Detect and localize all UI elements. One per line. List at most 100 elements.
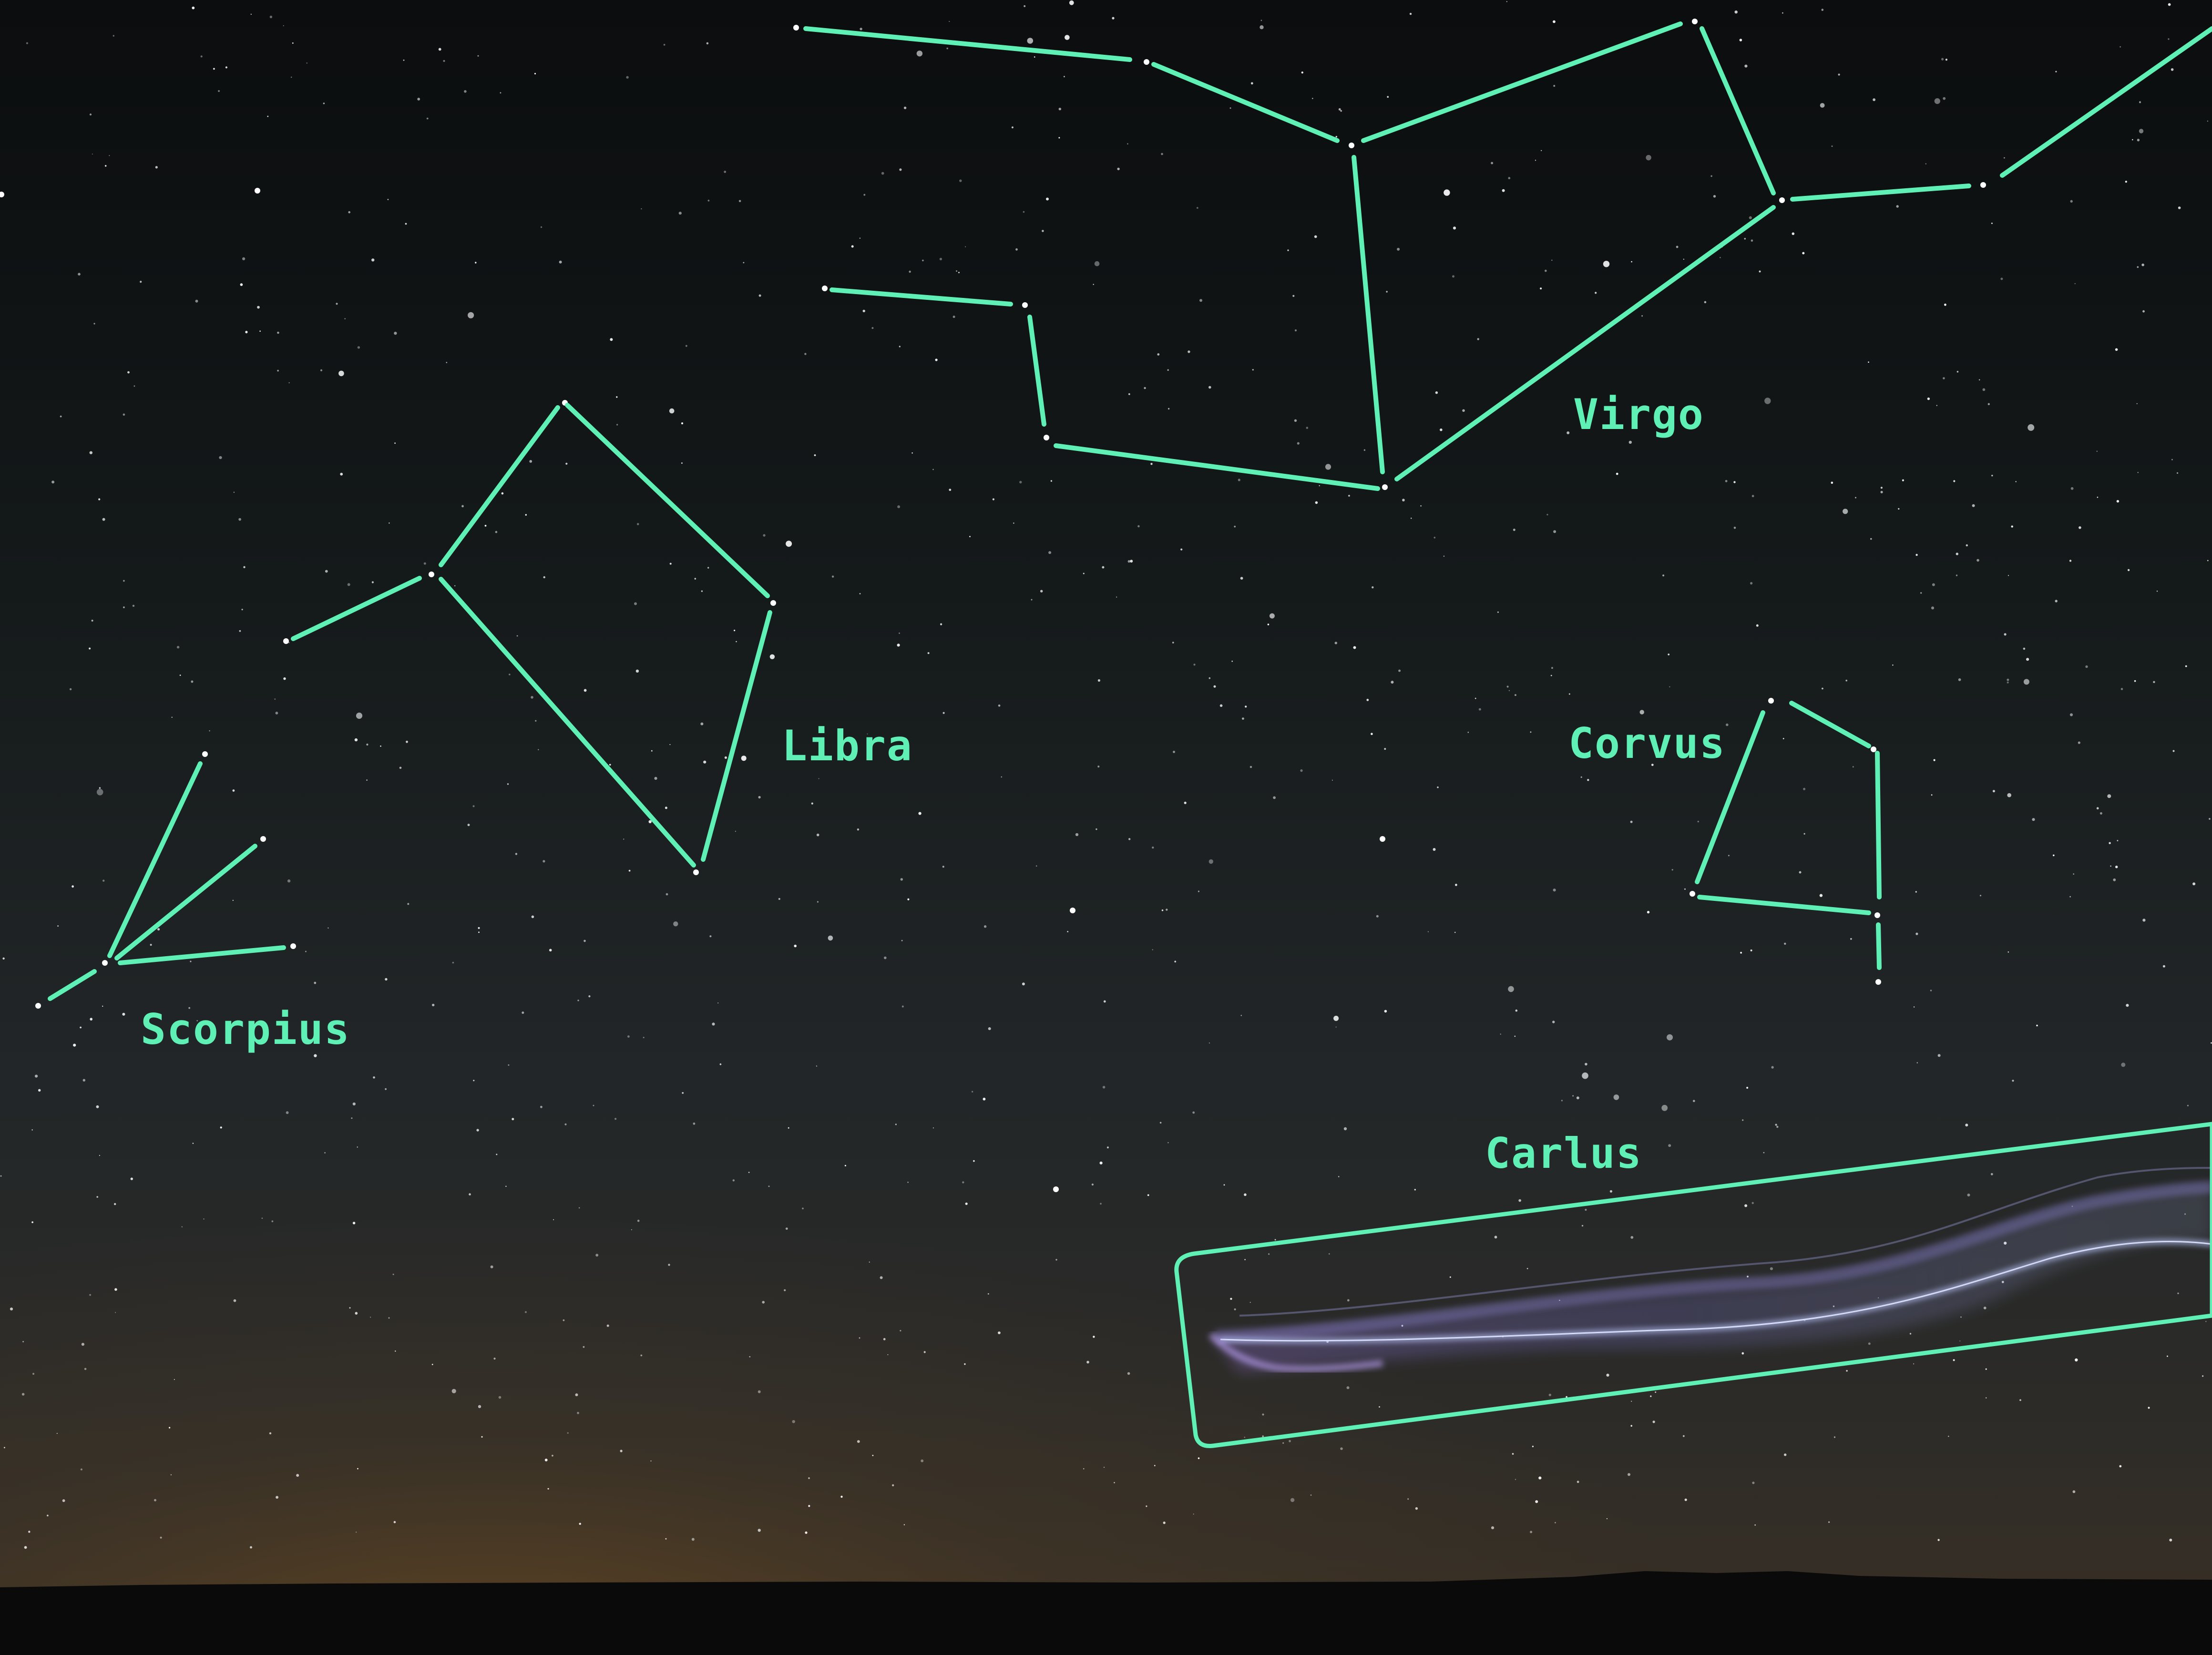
star	[241, 609, 243, 611]
star	[1941, 58, 1944, 61]
star	[325, 570, 328, 573]
star	[892, 1484, 894, 1487]
star	[1198, 890, 1199, 892]
star	[102, 1005, 103, 1007]
star	[1234, 525, 1236, 528]
star	[952, 316, 955, 318]
bright-star	[255, 188, 260, 194]
star	[552, 1454, 553, 1457]
star	[2032, 818, 2035, 821]
star	[1397, 247, 1400, 251]
star	[1752, 1481, 1755, 1484]
star	[1114, 1482, 1115, 1483]
star	[1249, 1302, 1251, 1303]
star	[1494, 1236, 1497, 1239]
star	[1514, 694, 1516, 696]
star	[703, 760, 707, 764]
star	[507, 783, 509, 785]
star	[2120, 688, 2123, 690]
star	[749, 1356, 751, 1358]
star	[1966, 544, 1968, 547]
star	[498, 1396, 502, 1399]
star	[232, 789, 235, 792]
star	[1161, 909, 1164, 911]
star	[1034, 56, 1035, 58]
star	[1491, 1526, 1495, 1530]
star	[395, 1350, 396, 1352]
star	[1128, 393, 1130, 395]
star	[758, 796, 761, 799]
star	[1948, 1436, 1949, 1437]
star	[1979, 895, 1982, 897]
star	[1414, 1189, 1416, 1191]
star	[72, 885, 74, 888]
star	[405, 223, 407, 225]
star	[1733, 526, 1736, 529]
star	[196, 1020, 198, 1022]
star	[500, 92, 502, 94]
star	[89, 1294, 92, 1296]
star	[567, 1432, 569, 1434]
star	[2099, 812, 2102, 815]
star	[626, 76, 629, 79]
star	[577, 1000, 579, 1001]
star	[1915, 891, 1917, 893]
star	[804, 353, 807, 355]
star	[1671, 869, 1673, 871]
star	[1128, 838, 1131, 840]
star	[10, 1308, 13, 1311]
bright-star	[1690, 891, 1695, 897]
star	[2007, 793, 2012, 797]
star	[681, 422, 684, 425]
star	[1868, 361, 1869, 363]
star	[271, 1220, 274, 1223]
star	[1166, 909, 1168, 911]
star	[2007, 575, 2009, 576]
star	[553, 1219, 554, 1220]
bright-star	[1022, 302, 1028, 308]
star	[811, 802, 813, 805]
star	[508, 1064, 510, 1066]
star	[665, 807, 667, 809]
star	[1606, 1518, 1608, 1520]
star	[261, 1217, 263, 1219]
star	[495, 531, 498, 533]
star	[1188, 350, 1190, 353]
star	[2172, 750, 2175, 752]
star	[907, 1182, 909, 1183]
star	[1055, 1259, 1057, 1261]
star	[1909, 1333, 1912, 1335]
star	[1289, 1440, 1291, 1442]
star	[1234, 1308, 1236, 1310]
star	[1127, 143, 1128, 145]
star	[2078, 741, 2080, 744]
star	[1273, 796, 1276, 799]
star	[1398, 669, 1401, 672]
star	[1833, 1436, 1836, 1438]
star	[1896, 205, 1899, 208]
star	[1831, 481, 1833, 484]
star	[1530, 731, 1532, 733]
star	[2055, 71, 2057, 72]
star	[840, 1495, 843, 1498]
star	[857, 1440, 860, 1443]
star	[102, 879, 105, 882]
star	[2192, 882, 2196, 886]
star	[1174, 960, 1177, 963]
star	[213, 68, 215, 70]
virgo-lines	[803, 21, 2212, 491]
star	[923, 1351, 926, 1353]
star	[3, 1447, 5, 1449]
star	[1742, 1119, 1744, 1121]
star	[1193, 1513, 1194, 1515]
star	[668, 1264, 670, 1266]
star	[250, 1546, 252, 1549]
star	[1325, 464, 1331, 470]
star	[1449, 1276, 1451, 1278]
star	[2011, 525, 2013, 528]
star	[932, 1127, 934, 1129]
star	[1213, 685, 1216, 688]
star	[1838, 73, 1840, 76]
star	[724, 171, 727, 173]
star	[1058, 108, 1061, 111]
